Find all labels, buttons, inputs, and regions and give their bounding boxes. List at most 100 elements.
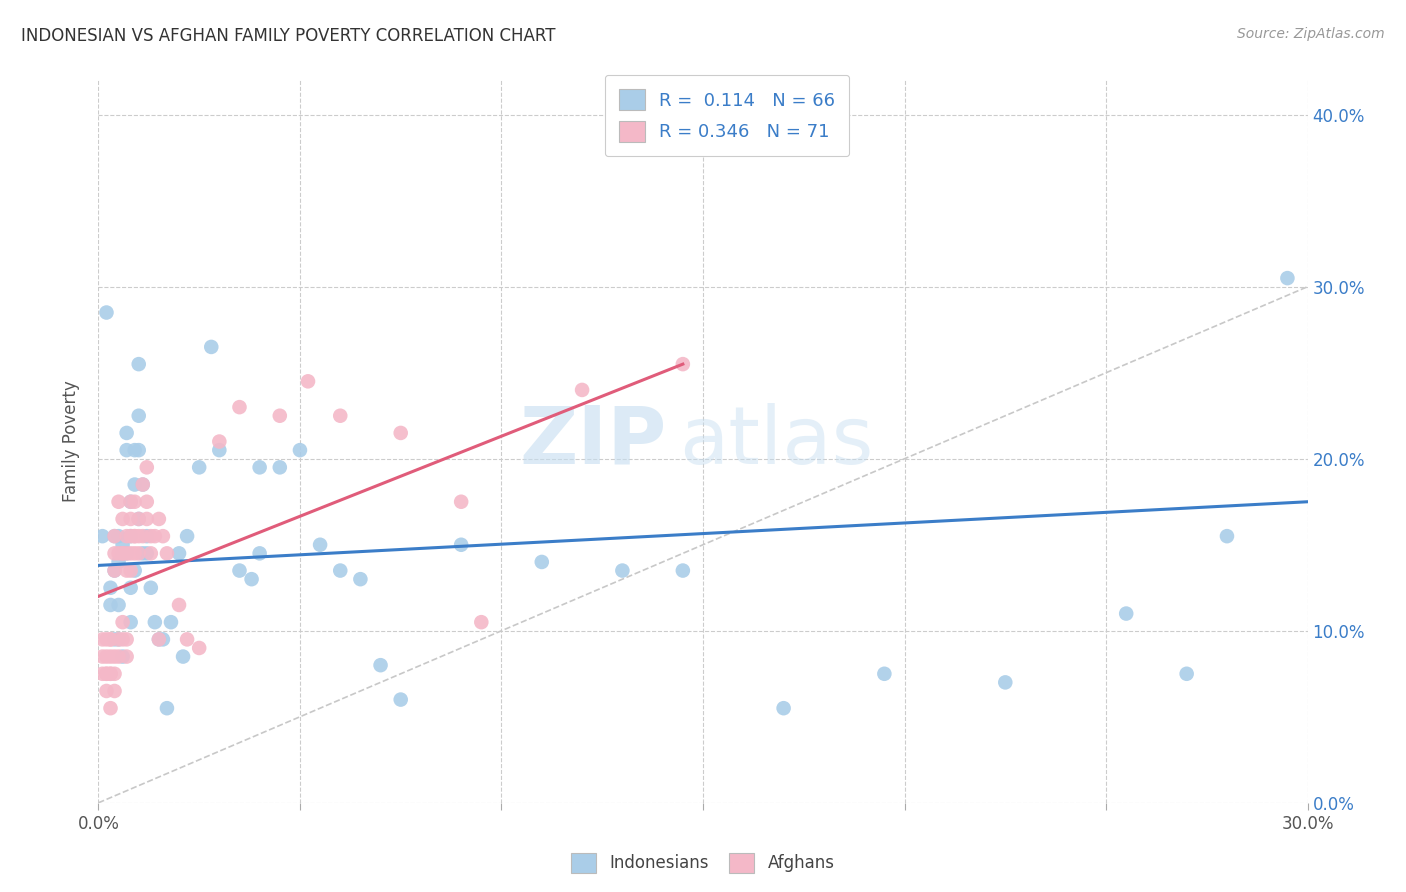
Point: [167, 546, 190, 560]
Point: [100, 666, 122, 681]
Point: [128, 443, 150, 458]
Point: [107, 555, 129, 569]
Point: [329, 564, 352, 578]
Legend: R =  0.114   N = 66, R = 0.346   N = 71: R = 0.114 N = 66, R = 0.346 N = 71: [605, 75, 849, 156]
Point: [128, 546, 150, 560]
Point: [148, 512, 170, 526]
Point: [120, 494, 142, 508]
Point: [111, 546, 134, 560]
Point: [103, 529, 125, 543]
Point: [91, 529, 114, 543]
Point: [124, 529, 146, 543]
Point: [91, 649, 114, 664]
Point: [132, 529, 155, 543]
Point: [228, 400, 250, 414]
Point: [132, 477, 155, 491]
Point: [128, 512, 150, 526]
Point: [132, 477, 155, 491]
Point: [107, 632, 129, 647]
Point: [249, 460, 271, 475]
Point: [115, 443, 138, 458]
Point: [103, 666, 125, 681]
Point: [994, 675, 1017, 690]
Point: [103, 649, 125, 664]
Point: [208, 443, 231, 458]
Point: [96, 649, 118, 664]
Point: [329, 409, 352, 423]
Point: [139, 529, 162, 543]
Point: [135, 529, 157, 543]
Point: [115, 529, 138, 543]
Point: [100, 632, 122, 647]
Point: [91, 666, 114, 681]
Point: [111, 538, 134, 552]
Point: [156, 546, 179, 560]
Point: [200, 340, 222, 354]
Point: [167, 598, 190, 612]
Point: [772, 701, 794, 715]
Point: [115, 546, 138, 560]
Point: [128, 409, 150, 423]
Point: [120, 529, 142, 543]
Point: [120, 494, 142, 508]
Point: [107, 598, 129, 612]
Point: [135, 546, 157, 560]
Point: [124, 564, 146, 578]
Point: [1216, 529, 1239, 543]
Point: [111, 615, 134, 630]
Point: [156, 701, 179, 715]
Point: [107, 546, 129, 560]
Point: [288, 443, 311, 458]
Point: [172, 649, 194, 664]
Point: [530, 555, 553, 569]
Point: [103, 564, 125, 578]
Point: [111, 546, 134, 560]
Point: [115, 632, 138, 647]
Point: [672, 564, 695, 578]
Point: [96, 305, 118, 319]
Point: [135, 494, 157, 508]
Point: [571, 383, 593, 397]
Text: atlas: atlas: [679, 402, 873, 481]
Point: [100, 581, 122, 595]
Point: [139, 581, 162, 595]
Text: INDONESIAN VS AFGHAN FAMILY POVERTY CORRELATION CHART: INDONESIAN VS AFGHAN FAMILY POVERTY CORR…: [21, 27, 555, 45]
Point: [100, 701, 122, 715]
Point: [100, 632, 122, 647]
Point: [107, 494, 129, 508]
Point: [370, 658, 392, 673]
Point: [107, 529, 129, 543]
Point: [132, 546, 155, 560]
Point: [96, 632, 118, 647]
Point: [152, 632, 174, 647]
Point: [389, 425, 412, 440]
Point: [124, 443, 146, 458]
Point: [450, 494, 472, 508]
Point: [672, 357, 695, 371]
Point: [124, 529, 146, 543]
Point: [115, 564, 138, 578]
Point: [120, 564, 142, 578]
Point: [470, 615, 492, 630]
Point: [873, 666, 896, 681]
Point: [612, 564, 634, 578]
Point: [309, 538, 332, 552]
Point: [135, 460, 157, 475]
Point: [240, 572, 263, 586]
Point: [107, 649, 129, 664]
Point: [176, 632, 198, 647]
Point: [100, 598, 122, 612]
Point: [103, 564, 125, 578]
Point: [389, 692, 412, 706]
Point: [96, 666, 118, 681]
Point: [249, 546, 271, 560]
Point: [1115, 607, 1137, 621]
Point: [128, 357, 150, 371]
Point: [152, 529, 174, 543]
Point: [143, 615, 166, 630]
Point: [103, 632, 125, 647]
Point: [297, 375, 319, 389]
Point: [188, 460, 211, 475]
Point: [120, 615, 142, 630]
Point: [1277, 271, 1299, 285]
